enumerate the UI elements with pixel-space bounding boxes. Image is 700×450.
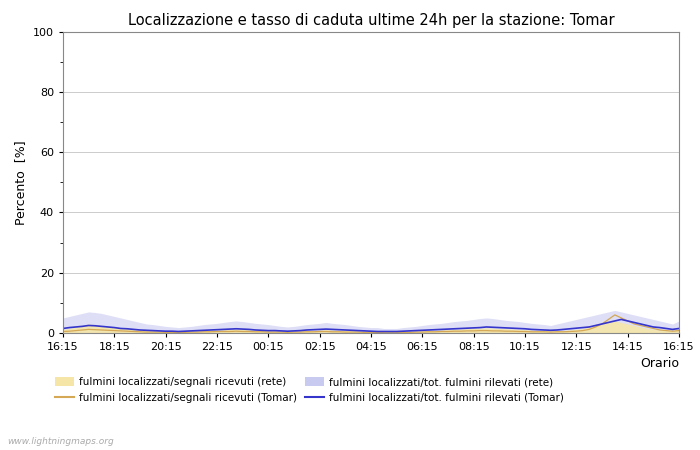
Text: www.lightningmaps.org: www.lightningmaps.org bbox=[7, 436, 113, 446]
Legend: fulmini localizzati/segnali ricevuti (rete), fulmini localizzati/segnali ricevut: fulmini localizzati/segnali ricevuti (re… bbox=[55, 378, 564, 403]
Y-axis label: Percento  [%]: Percento [%] bbox=[15, 140, 27, 225]
Title: Localizzazione e tasso di caduta ultime 24h per la stazione: Tomar: Localizzazione e tasso di caduta ultime … bbox=[127, 13, 615, 27]
Text: Orario: Orario bbox=[640, 357, 679, 370]
